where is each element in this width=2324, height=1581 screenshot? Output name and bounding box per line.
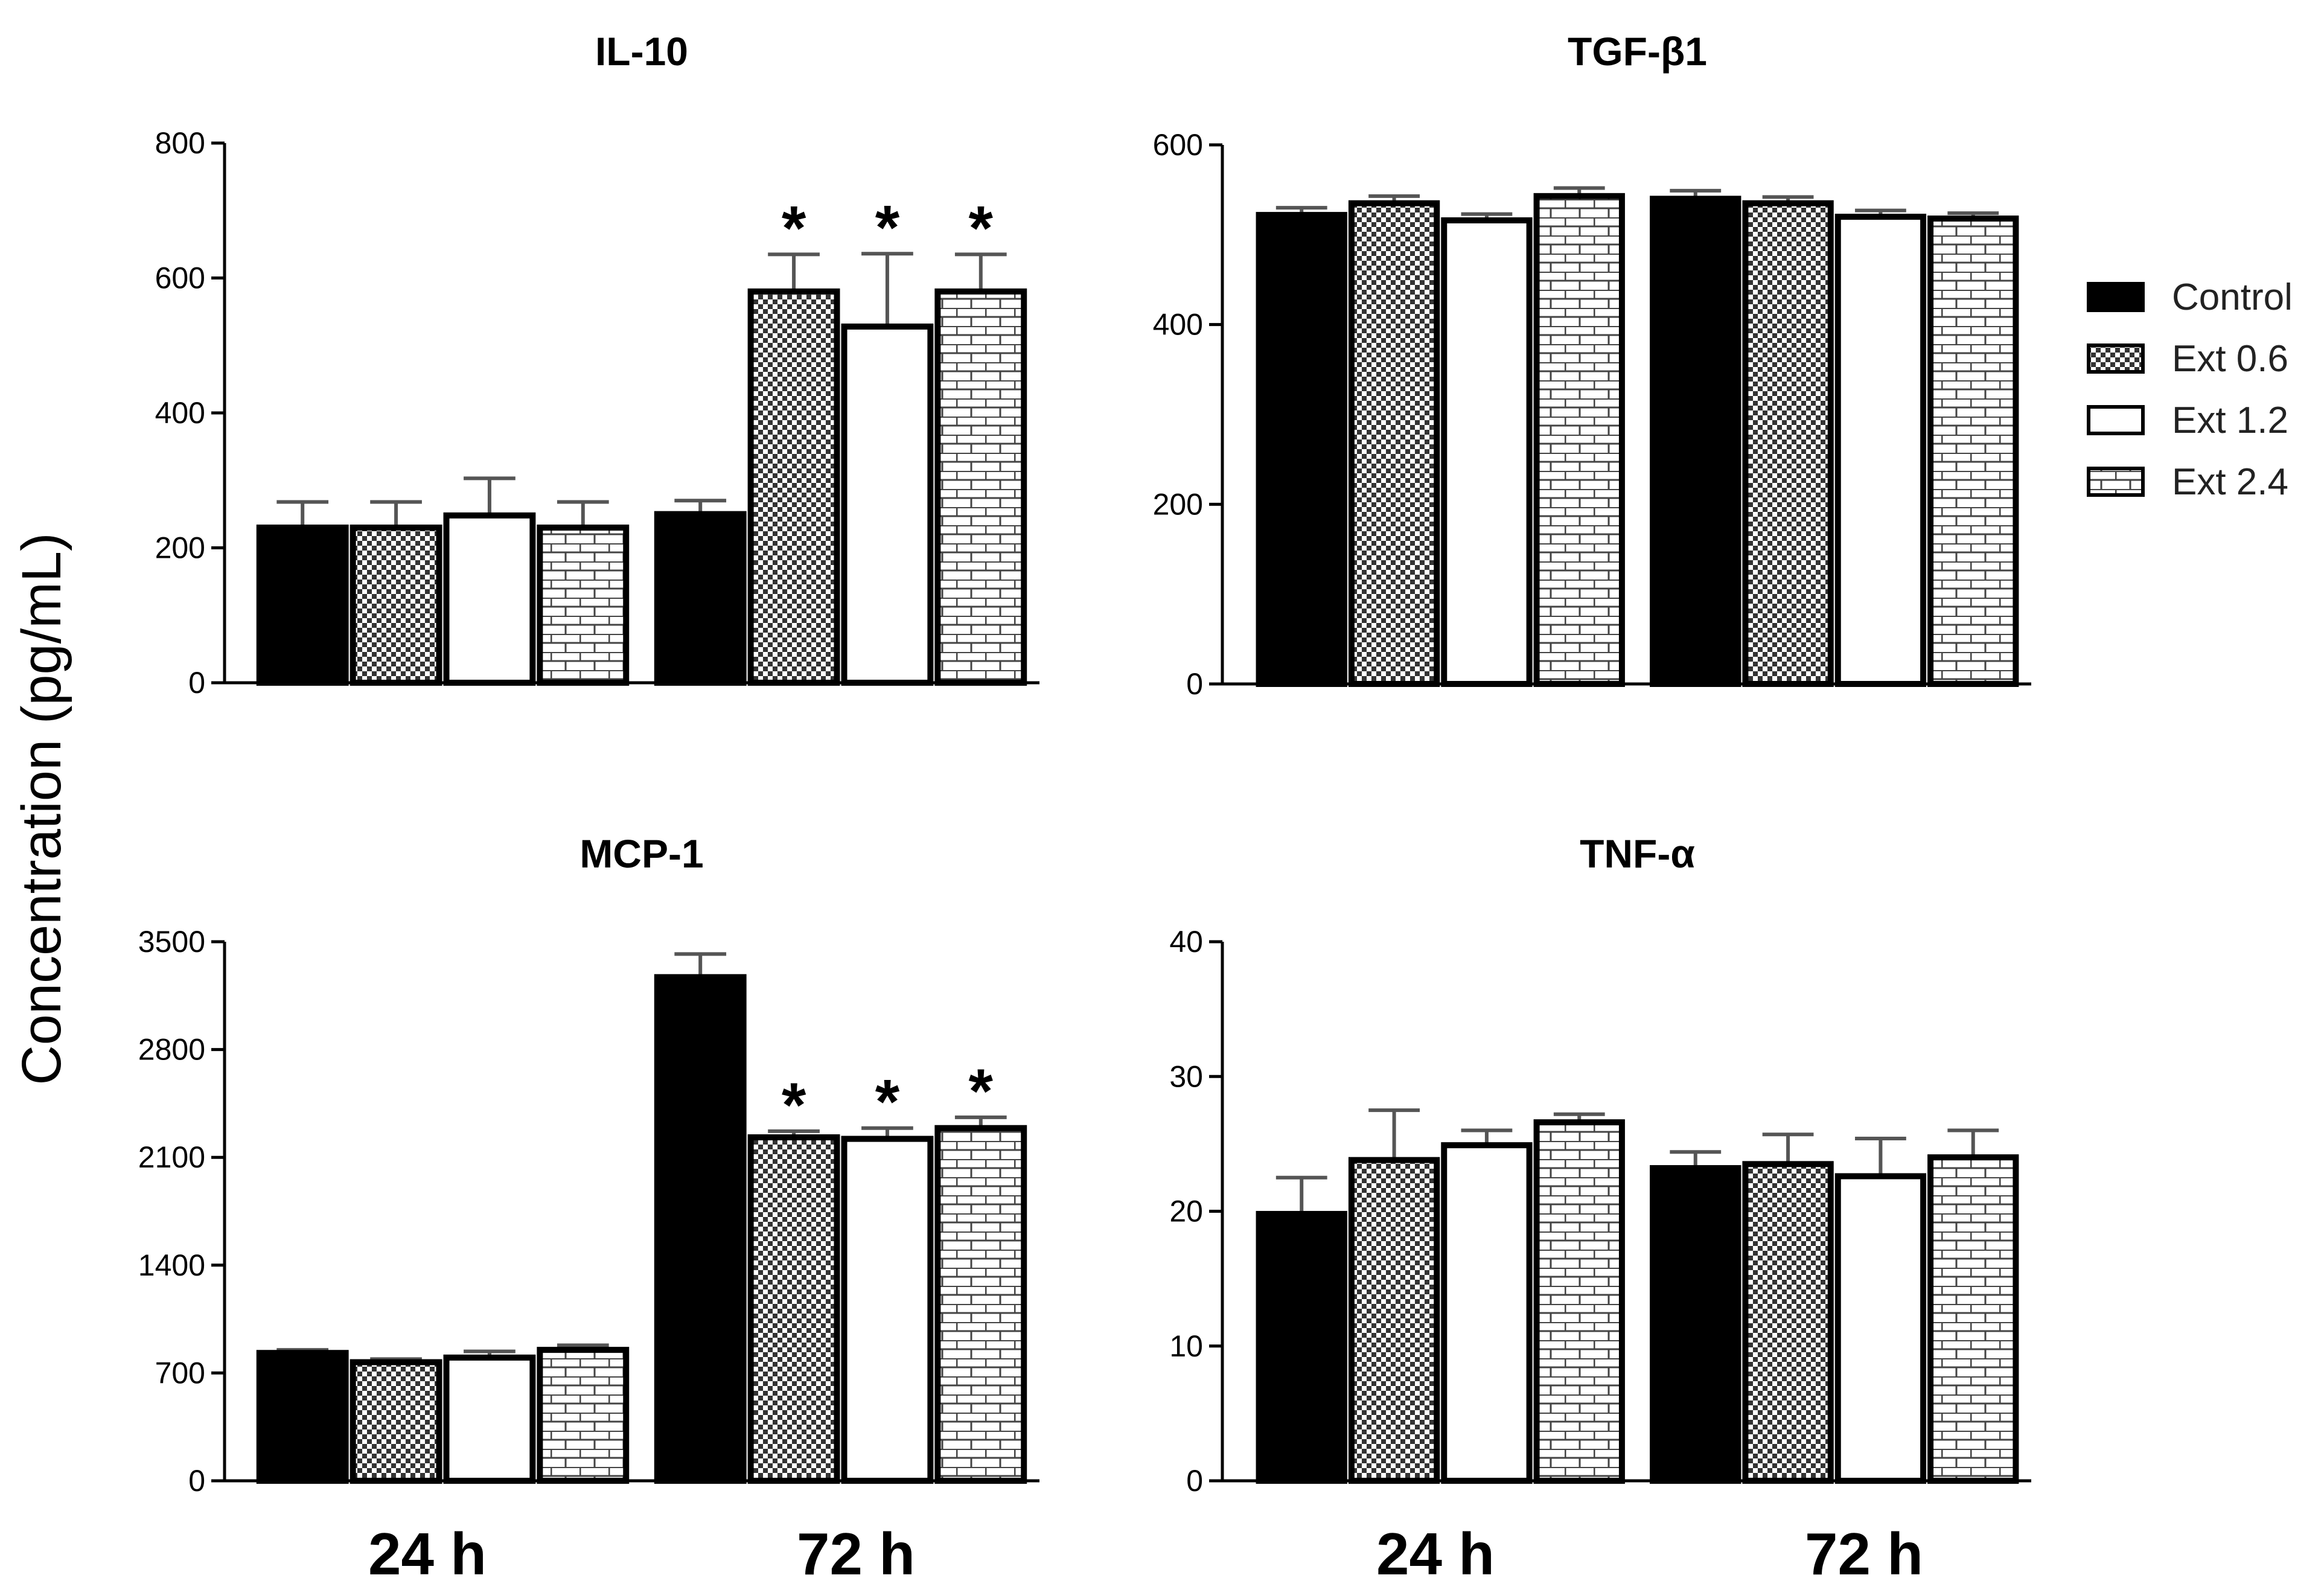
- panel-title-il-10: IL-10: [595, 29, 688, 74]
- y-tick-label-tnf-30: 30: [1169, 1059, 1203, 1093]
- bar-tnf-ext-1-2-24-h: [1441, 1142, 1533, 1484]
- panel-title-tgf-1: TGF-β1: [1568, 29, 1707, 74]
- bar-tnf-ext-0-6-72-h: [1742, 1161, 1834, 1484]
- significance-marker-mcp-1-ext-2-4-72-h: *: [969, 1056, 994, 1126]
- legend-swatch-ext-0-6: [2087, 343, 2145, 374]
- bar-tgf-1-control-72-h: [1650, 196, 1741, 687]
- y-tick-label-mcp-1-700: 700: [155, 1356, 205, 1390]
- panel-tnf: TNF-α 0 10 20 30 40: [1169, 831, 2031, 1498]
- y-tick-label-il-10-800: 800: [155, 126, 205, 160]
- group-label-24h-right: 24 h: [1376, 1521, 1495, 1581]
- y-tick-label-tnf-10: 10: [1169, 1329, 1203, 1363]
- y-tick-label-tgf-1-400: 400: [1153, 308, 1203, 342]
- y-tick-label-mcp-1-2100: 2100: [138, 1140, 205, 1174]
- bar-tgf-1-control-24-h: [1256, 212, 1347, 687]
- legend-label-control: Control: [2172, 276, 2293, 318]
- y-tick-label-tgf-1-0: 0: [1186, 667, 1203, 701]
- y-tick-label-il-10-0: 0: [188, 666, 205, 700]
- x-group-labels: 24 h 72 h 24 h 72 h: [368, 1521, 1923, 1581]
- panel-il-10: IL-10 0 200 400 600 800 * * *: [155, 29, 1039, 700]
- legend-swatch-control: [2087, 282, 2145, 312]
- y-tick-label-mcp-1-0: 0: [188, 1464, 205, 1498]
- legend-swatch-ext-2-4: [2087, 467, 2145, 497]
- bar-tnf-control-72-h: [1650, 1165, 1741, 1484]
- bar-il-10-control-72-h: [654, 511, 747, 686]
- legend-item-ext-0-6: Ext 0.6: [2087, 338, 2288, 380]
- y-tick-label-tnf-20: 20: [1169, 1195, 1203, 1228]
- bar-tgf-1-ext-0-6-72-h: [1742, 200, 1834, 688]
- significance-marker-mcp-1-ext-1-2-72-h: *: [875, 1067, 900, 1137]
- y-tick-label-tgf-1-600: 600: [1153, 128, 1203, 162]
- y-tick-label-il-10-600: 600: [155, 261, 205, 295]
- bar-mcp-1-ext-2-4-24-h: [537, 1347, 630, 1484]
- bar-mcp-1-ext-2-4-72-h: [934, 1125, 1027, 1484]
- bar-mcp-1-ext-1-2-24-h: [443, 1354, 536, 1484]
- legend-label-ext-1-2: Ext 1.2: [2172, 400, 2288, 441]
- legend-label-ext-0-6: Ext 0.6: [2172, 338, 2288, 380]
- panel-tgf-1: TGF-β1 0 200 400 600: [1153, 29, 2031, 701]
- bar-tnf-ext-0-6-24-h: [1348, 1157, 1440, 1484]
- y-tick-label-il-10-200: 200: [155, 531, 205, 565]
- group-label-24h-left: 24 h: [368, 1521, 487, 1581]
- bar-tnf-ext-1-2-72-h: [1834, 1173, 1927, 1484]
- bar-mcp-1-ext-0-6-24-h: [350, 1359, 442, 1484]
- bar-tnf-control-24-h: [1256, 1210, 1347, 1484]
- bar-tgf-1-ext-1-2-72-h: [1834, 214, 1927, 688]
- bar-mcp-1-control-72-h: [654, 974, 747, 1484]
- legend-item-control: Control: [2087, 276, 2293, 318]
- bar-il-10-ext-2-4-72-h: [934, 288, 1027, 686]
- bar-mcp-1-control-24-h: [256, 1350, 349, 1484]
- y-tick-label-tgf-1-200: 200: [1153, 487, 1203, 521]
- bar-tgf-1-ext-2-4-72-h: [1927, 216, 2019, 687]
- legend: Control Ext 0.6 Ext 1.2 Ext 2.4: [2087, 276, 2293, 503]
- bar-mcp-1-ext-0-6-72-h: [747, 1134, 840, 1484]
- significance-marker-il-10-ext-1-2-72-h: *: [875, 193, 900, 263]
- legend-swatch-ext-1-2: [2087, 405, 2145, 435]
- panel-title-tnf: TNF-α: [1580, 831, 1695, 876]
- y-axis-label: Concentration (pg/mL): [11, 532, 72, 1085]
- legend-label-ext-2-4: Ext 2.4: [2172, 461, 2288, 503]
- bar-tnf-ext-2-4-24-h: [1533, 1119, 1625, 1484]
- significance-marker-mcp-1-ext-0-6-72-h: *: [782, 1070, 806, 1140]
- bar-tgf-1-ext-1-2-24-h: [1441, 217, 1533, 687]
- bar-il-10-ext-0-6-72-h: [747, 288, 840, 686]
- y-tick-label-mcp-1-1400: 1400: [138, 1248, 205, 1282]
- bar-il-10-ext-0-6-24-h: [350, 524, 442, 686]
- bar-tnf-ext-2-4-72-h: [1927, 1154, 2019, 1484]
- y-tick-label-tnf-0: 0: [1186, 1464, 1203, 1498]
- group-label-72h-right: 72 h: [1805, 1521, 1923, 1581]
- bar-il-10-control-24-h: [256, 524, 349, 686]
- legend-item-ext-2-4: Ext 2.4: [2087, 461, 2288, 503]
- panel-mcp-1: MCP-1 0 700 1400 2100 2800 3500 * * *: [138, 831, 1039, 1498]
- legend-item-ext-1-2: Ext 1.2: [2087, 400, 2288, 441]
- panel-title-mcp-1: MCP-1: [579, 831, 703, 876]
- significance-marker-il-10-ext-2-4-72-h: *: [969, 193, 994, 263]
- y-tick-label-tnf-40: 40: [1169, 925, 1203, 959]
- y-tick-label-mcp-1-3500: 3500: [138, 925, 205, 959]
- bar-mcp-1-ext-1-2-72-h: [841, 1135, 934, 1484]
- y-tick-label-il-10-400: 400: [155, 396, 205, 430]
- bar-tgf-1-ext-0-6-24-h: [1348, 200, 1440, 688]
- significance-marker-il-10-ext-0-6-72-h: *: [782, 193, 806, 263]
- y-tick-label-mcp-1-2800: 2800: [138, 1033, 205, 1067]
- bar-il-10-ext-1-2-24-h: [443, 512, 536, 686]
- bar-il-10-ext-1-2-72-h: [841, 323, 934, 686]
- bar-tgf-1-ext-2-4-24-h: [1533, 193, 1625, 687]
- group-label-72h-left: 72 h: [797, 1521, 915, 1581]
- bar-il-10-ext-2-4-24-h: [537, 524, 630, 686]
